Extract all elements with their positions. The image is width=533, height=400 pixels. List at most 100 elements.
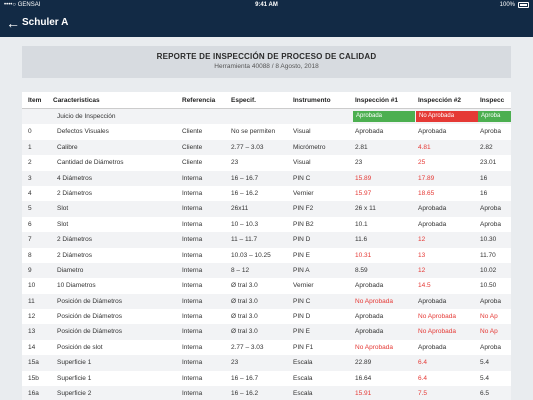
cell-inspeccion-3: No Ap (480, 328, 498, 336)
cell-item: 9 (28, 266, 32, 274)
cell-caracteristica: Diametro (57, 266, 84, 274)
cell-especificacion: 16 – 16.7 (231, 174, 259, 182)
table-row[interactable]: 12 Posición de Diámetros Interna Ø tral 3.0… (22, 309, 511, 324)
cell-caracteristica: Slot (57, 220, 69, 228)
table-row[interactable]: 5 Slot Interna 26x11 PIN F2 26 x 11 Aprobada Ap… (22, 201, 511, 217)
table-row[interactable]: 10 10 Diametros Interna Ø tral 3.0 Vernier Ap… (22, 278, 511, 293)
cell-inspeccion-3: 10.02 (480, 266, 497, 274)
battery-icon (518, 2, 529, 8)
header-instrumento: Instrumento (293, 97, 331, 104)
cell-caracteristica: Slot (57, 205, 69, 213)
inspection-table[interactable]: Item Caracteristicas Referencia Especif.… (22, 92, 511, 400)
cell-item: 15a (28, 359, 39, 367)
cell-inspeccion-2: 14.5 (418, 282, 431, 290)
cell-inspeccion-3: Aproba (480, 205, 501, 213)
cell-especificacion: Ø tral 3.0 (231, 297, 258, 305)
table-row[interactable]: 9 Diametro Interna 8 – 12 PIN A 8.59 12 10.02 (22, 262, 511, 279)
cell-inspeccion-1: 23 (355, 159, 363, 167)
cell-inspeccion-3: No Ap (480, 313, 498, 321)
cell-item: 8 (28, 251, 32, 259)
table-row[interactable]: 1 Calibre Cliente 2.77 – 3.03 Micrómetro 2.81… (22, 139, 511, 156)
cell-inspeccion-2: 25 (418, 159, 426, 167)
cell-especificacion: 2.77 – 3.03 (231, 343, 264, 351)
cell-especificacion: 23 (231, 359, 239, 367)
cell-instrumento: PIN D (293, 313, 311, 321)
judgment-badge-1: Aprobada (353, 111, 415, 122)
table-row[interactable]: 15b Superficie 1 Interna 16 – 16.7 Escala 16.… (22, 371, 511, 386)
cell-inspeccion-1: 15.89 (355, 174, 372, 182)
cell-caracteristica: Posición de Diámetros (57, 328, 123, 336)
table-row[interactable]: 3 4 Diámetros Interna 16 – 16.7 PIN C 15.89 17… (22, 170, 511, 186)
cell-inspeccion-3: 10.50 (480, 282, 497, 290)
cell-inspeccion-2: Aprobada (418, 128, 447, 136)
battery-percent: 100% (499, 2, 515, 8)
cell-inspeccion-2: Aprobada (418, 297, 447, 305)
table-row[interactable]: 11 Posición de Diámetros Interna Ø tral 3.0… (22, 293, 511, 310)
cell-inspeccion-3: Aproba (480, 128, 501, 136)
back-arrow-icon[interactable]: ← (6, 15, 20, 31)
judgment-badge-3: Aproba (478, 111, 511, 122)
cell-caracteristica: Superficie 1 (57, 359, 92, 367)
cell-inspeccion-1: 15.91 (355, 390, 372, 398)
cell-caracteristica: 4 Diámetros (57, 174, 93, 182)
cell-inspeccion-2: Aprobada (418, 343, 447, 351)
cell-instrumento: PIN C (293, 297, 311, 305)
cell-instrumento: Vernier (293, 282, 314, 290)
cell-instrumento: Escala (293, 390, 313, 398)
cell-instrumento: PIN B2 (293, 220, 314, 228)
cell-inspeccion-1: No Aprobada (355, 297, 393, 305)
cell-item: 13 (28, 328, 36, 336)
cell-caracteristica: Superficie 1 (57, 374, 92, 382)
cell-item: 3 (28, 174, 32, 182)
cell-especificacion: 2.77 – 3.03 (231, 143, 264, 151)
cell-inspeccion-3: 5.4 (480, 359, 490, 367)
cell-inspeccion-1: 26 x 11 (355, 205, 376, 213)
cell-especificacion: 10.03 – 10.25 (231, 251, 271, 259)
cell-item: 2 (28, 159, 32, 167)
cell-referencia: Interna (182, 359, 203, 367)
table-row[interactable]: 16a Superficie 2 Interna 16 – 16.2 Escala 15.… (22, 386, 511, 400)
table-row[interactable]: 0 Defectos Visuales Cliente No se permiten V… (22, 124, 511, 139)
cell-instrumento: Escala (293, 359, 313, 367)
cell-caracteristica: Posición de Diámetros (57, 297, 123, 305)
cell-inspeccion-1: Aprobada (355, 328, 384, 336)
cell-referencia: Interna (182, 328, 203, 336)
cell-instrumento: PIN F2 (293, 205, 314, 213)
cell-especificacion: Ø tral 3.0 (231, 282, 258, 290)
cell-especificacion: 11 – 11.7 (231, 236, 258, 244)
table-header-row: Item Caracteristicas Referencia Especif.… (22, 92, 511, 109)
nav-bar: ← Schuler A (0, 10, 533, 37)
table-row[interactable]: 4 2 Diámetros Interna 16 – 16.2 Vernier 15.97… (22, 186, 511, 201)
cell-especificacion: 26x11 (231, 205, 249, 213)
cell-especificacion: 16 – 16.2 (231, 390, 259, 398)
cell-inspeccion-2: Aprobada (418, 220, 447, 228)
report-subtitle: Herramienta 40088 / 8 Agosto, 2018 (214, 63, 319, 70)
judgment-badge-2: No Aprobada (416, 111, 478, 122)
table-row[interactable]: 7 2 Diámetros Interna 11 – 11.7 PIN D 11.6 12 1… (22, 232, 511, 248)
cell-referencia: Interna (182, 266, 203, 274)
cell-item: 0 (28, 128, 32, 136)
cell-inspeccion-1: Aprobada (355, 313, 384, 321)
cell-inspeccion-1: 10.31 (355, 251, 372, 259)
cell-especificacion: 8 – 12 (231, 266, 250, 274)
cell-referencia: Interna (182, 374, 203, 382)
table-row[interactable]: 8 2 Diámetros Interna 10.03 – 10.25 PIN E 10.… (22, 248, 511, 263)
cell-inspeccion-2: 12 (418, 266, 426, 274)
table-row[interactable]: 14 Posición de slot Interna 2.77 – 3.03 PIN … (22, 340, 511, 355)
cell-inspeccion-3: 16 (480, 174, 488, 182)
table-row[interactable]: 6 Slot Interna 10 – 10.3 PIN B2 10.1 Aprobada A… (22, 217, 511, 232)
cell-inspeccion-3: 16 (480, 189, 488, 197)
status-bar: ••••○ GENSAI 9:41 AM 100% (0, 0, 533, 10)
cell-caracteristica: Posición de slot (57, 343, 103, 351)
table-row[interactable]: 2 Cantidad de Diámetros Cliente 23 Visual 23 2… (22, 155, 511, 170)
cell-instrumento: PIN E (293, 251, 310, 259)
cell-instrumento: PIN F1 (293, 343, 314, 351)
cell-inspeccion-1: 22.89 (355, 359, 372, 367)
cell-inspeccion-1: 2.81 (355, 143, 368, 151)
header-inspeccion-2: Inspección #2 (418, 97, 461, 104)
table-row[interactable]: 13 Posición de Diámetros Interna Ø tral 3.0… (22, 324, 511, 340)
cell-referencia: Interna (182, 251, 203, 259)
cell-item: 12 (28, 313, 36, 321)
header-inspeccion-3: Inspecc (480, 97, 505, 104)
table-row[interactable]: 15a Superficie 1 Interna 23 Escala 22.89 6.4 5.… (22, 355, 511, 371)
